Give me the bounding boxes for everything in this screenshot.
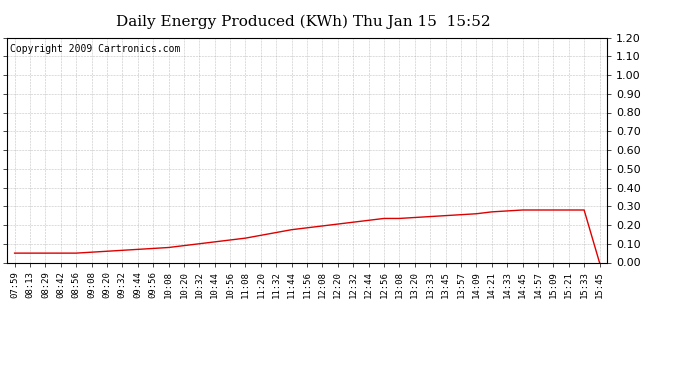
Text: Copyright 2009 Cartronics.com: Copyright 2009 Cartronics.com	[10, 44, 180, 54]
Text: Daily Energy Produced (KWh) Thu Jan 15  15:52: Daily Energy Produced (KWh) Thu Jan 15 1…	[117, 15, 491, 29]
